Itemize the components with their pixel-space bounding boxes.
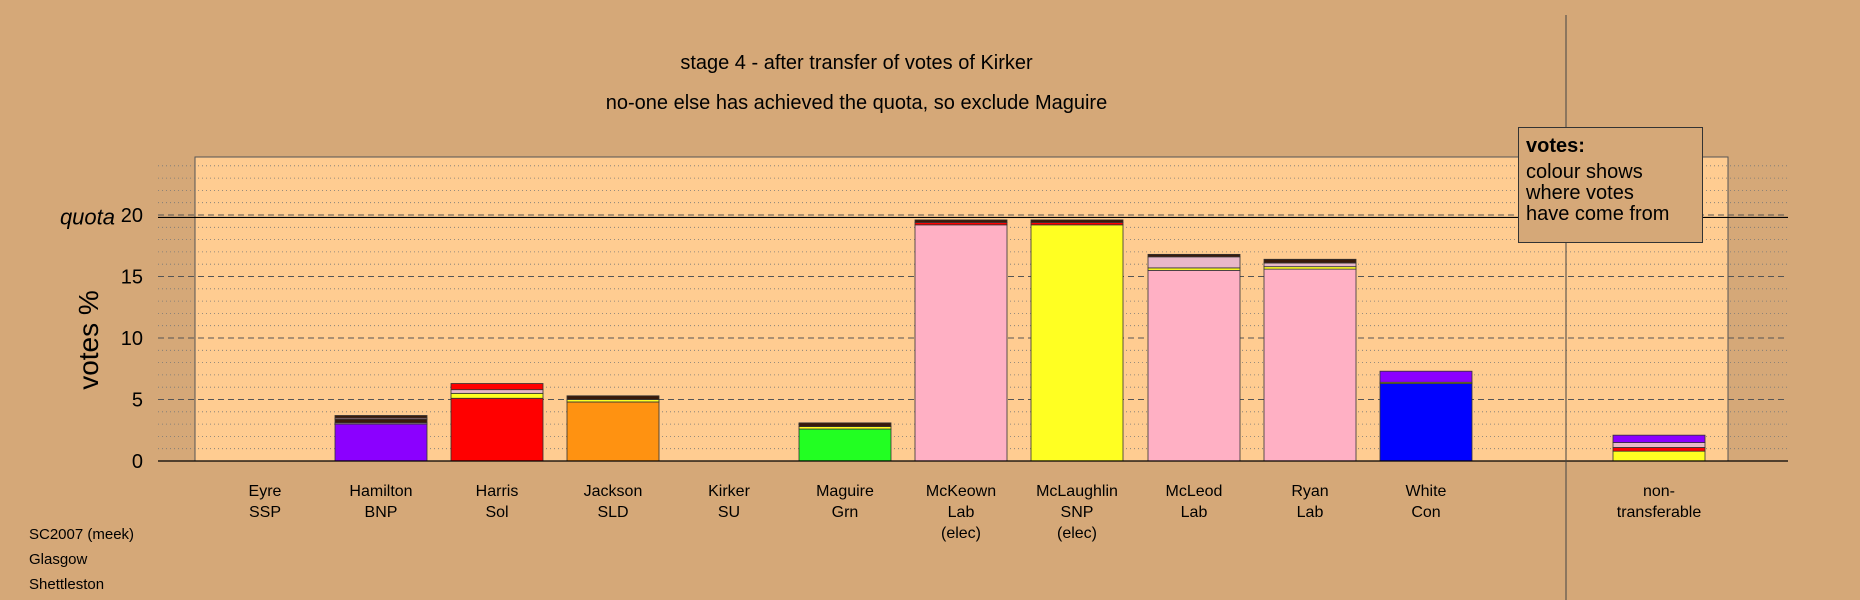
candidate-label: Eyre — [249, 483, 282, 500]
bar-white — [1379, 370, 1473, 462]
bar-hamilton — [334, 415, 428, 462]
y-tick-label: 0 — [132, 451, 143, 473]
bar-jackson — [566, 395, 660, 462]
bar-segment — [334, 418, 428, 424]
candidate-label: White — [1406, 483, 1447, 500]
x-axis-labels: Eyre SSP Hamilton BNP Harris Sol Jackson SLD Kir… — [249, 483, 1702, 542]
party-label: SSP — [249, 504, 281, 521]
party-label: BNP — [365, 504, 398, 521]
bar-segment — [1147, 269, 1241, 462]
candidate-label: Hamilton — [349, 483, 412, 500]
bar-non — [1612, 434, 1706, 462]
legend-line: have come from — [1526, 203, 1670, 225]
candidate-label: McKeown — [926, 483, 996, 500]
bar-mclaughlin — [1030, 219, 1124, 462]
party-label: Con — [1411, 504, 1440, 521]
bar-segment — [450, 397, 544, 462]
y-tick-label: 5 — [132, 390, 143, 412]
legend-title: votes: — [1526, 135, 1585, 157]
party-label: Grn — [832, 504, 859, 521]
party-label: Lab — [1181, 504, 1208, 521]
y-tick-label: 20 — [121, 205, 143, 227]
party-label: SLD — [597, 504, 628, 521]
bar-segment — [1147, 253, 1241, 258]
elected-note: (elec) — [1057, 525, 1097, 542]
bar-segment — [798, 422, 892, 427]
bar-segment — [1263, 262, 1357, 268]
bar-segment — [566, 401, 660, 462]
legend-line: where votes — [1526, 182, 1634, 204]
candidate-label: Harris — [476, 483, 519, 500]
bar-segment — [450, 392, 544, 399]
legend-line: colour shows — [1526, 161, 1643, 183]
party-label: transferable — [1617, 504, 1702, 521]
legend: votes: colour shows where votes have com… — [1518, 127, 1703, 243]
bar-segment — [1379, 383, 1473, 462]
bar-harris — [450, 383, 544, 462]
party-label: Sol — [485, 504, 508, 521]
footer-line: SC2007 (meek) — [29, 526, 135, 543]
candidate-label: Kirker — [708, 483, 750, 500]
chart-title: stage 4 - after transfer of votes of Kir… — [680, 52, 1033, 74]
bar-segment — [914, 219, 1008, 223]
party-label: Lab — [948, 504, 975, 521]
bar-segment — [1612, 434, 1706, 443]
y-axis-label: votes % — [73, 290, 104, 390]
bar-segment — [450, 383, 544, 391]
candidate-label: McLaughlin — [1036, 483, 1118, 500]
bar-mcleod — [1147, 253, 1241, 462]
candidate-label: Ryan — [1291, 483, 1328, 500]
party-label: SU — [718, 504, 740, 521]
party-label: Lab — [1297, 504, 1324, 521]
bar-segment — [334, 423, 428, 462]
bar-segment — [566, 395, 660, 400]
elected-note: (elec) — [941, 525, 981, 542]
bar-segment — [914, 224, 1008, 462]
bar-segment — [334, 415, 428, 419]
bar-segment — [450, 389, 544, 394]
bar-mckeown — [914, 219, 1008, 462]
bar-segment — [1612, 447, 1706, 452]
bars — [334, 219, 1706, 462]
bar-segment — [1612, 442, 1706, 448]
y-axis: 0 5 10 15 20 — [121, 15, 1788, 600]
quota-label: quota — [60, 204, 115, 229]
bar-segment — [1030, 219, 1124, 223]
footer-line: Shettleston — [29, 576, 105, 593]
y-tick-label: 15 — [121, 267, 143, 289]
bar-segment — [1147, 256, 1241, 269]
party-label: SNP — [1061, 504, 1094, 521]
bar-segment — [1379, 370, 1473, 383]
bar-segment — [1612, 450, 1706, 462]
bar-segment — [1263, 258, 1357, 264]
bar-segment — [1263, 268, 1357, 462]
candidate-label: non- — [1643, 483, 1675, 500]
y-tick-label: 10 — [121, 328, 143, 350]
chart-subtitle: no-one else has achieved the quota, so e… — [605, 92, 1108, 114]
bar-maguire — [798, 422, 892, 462]
bar-ryan — [1263, 258, 1357, 462]
candidate-label: McLeod — [1166, 483, 1223, 500]
bar-segment — [798, 428, 892, 462]
bar-segment — [1030, 224, 1124, 462]
candidate-label: Jackson — [584, 483, 643, 500]
footer-line: Glasgow — [29, 551, 88, 568]
candidate-label: Maguire — [816, 483, 874, 500]
